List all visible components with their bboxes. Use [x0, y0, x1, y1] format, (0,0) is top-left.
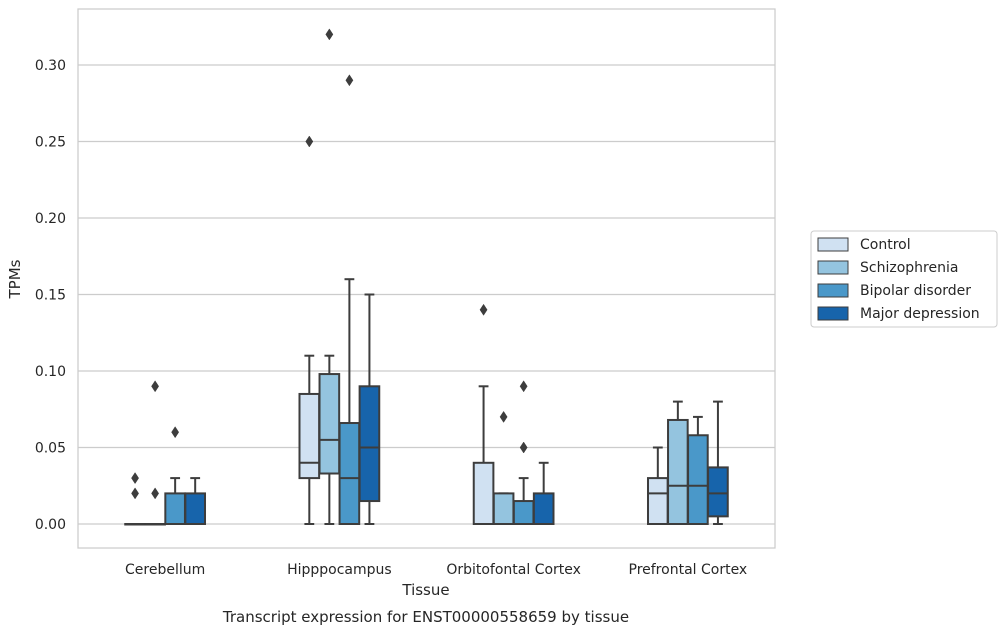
y-tick-label: 0.30 [35, 58, 66, 74]
box-body [492, 492, 515, 525]
box-1-2 [338, 74, 361, 525]
outlier-point [325, 28, 334, 41]
legend-swatch [817, 306, 849, 321]
box-1-3 [358, 293, 381, 525]
y-tick-label: 0.25 [35, 135, 66, 151]
box-2-3 [532, 461, 555, 525]
box-0-2 [164, 426, 186, 525]
x-tick-label: Hipppocampus [287, 562, 392, 578]
box-body [532, 492, 555, 525]
legend: Control Schizophrenia Bipolar disorder Majo… [810, 230, 998, 328]
x-tick-labels: Cerebellum Hipppocampus Orbitofontal Corte… [125, 562, 747, 578]
box-0-3 [184, 477, 207, 525]
box-2-2 [512, 380, 535, 525]
outlier-point [151, 487, 160, 500]
figure-caption: Transcript expression for ENST0000055865… [222, 608, 629, 626]
outlier-point [479, 303, 488, 316]
y-tick-labels: 0.00 0.05 0.10 0.15 0.20 0.25 0.30 [35, 58, 66, 533]
box-body [687, 434, 709, 526]
box-body [184, 492, 207, 525]
box-0-1 [144, 380, 166, 526]
box-1-1 [318, 28, 341, 525]
y-axis-label: TPMs [6, 259, 24, 299]
box-3-1 [667, 400, 689, 525]
outlier-point [151, 380, 160, 393]
legend-label: Control [860, 237, 911, 253]
x-tick-label: Prefrontal Cortex [629, 562, 748, 578]
box-body [472, 461, 495, 525]
y-tick-label: 0.20 [35, 211, 66, 227]
box-2-0 [472, 303, 495, 525]
legend-swatch [817, 283, 849, 298]
box-body [338, 422, 361, 525]
x-axis-label: Tissue [401, 581, 449, 599]
box-2-1 [492, 410, 515, 525]
box-3-3 [707, 400, 729, 525]
box-body [298, 392, 321, 480]
x-tick-label: Cerebellum [125, 562, 205, 578]
legend-label: Major depression [860, 306, 980, 322]
box-body [318, 373, 341, 475]
box-0-0 [124, 472, 146, 526]
box-body [646, 477, 669, 526]
box-body [512, 500, 535, 525]
y-tick-label: 0.10 [35, 364, 66, 380]
box-3-0 [646, 446, 669, 526]
outlier-point [131, 487, 139, 500]
outlier-point [519, 441, 528, 454]
legend-swatch [817, 237, 849, 252]
legend-label: Bipolar disorder [860, 283, 971, 299]
box-body [358, 385, 381, 503]
box-body [707, 466, 729, 518]
box-groups [124, 28, 729, 526]
box-body [667, 418, 689, 525]
outlier-point [305, 135, 314, 148]
box-1-0 [298, 135, 321, 525]
box-3-2 [687, 415, 709, 526]
outlier-point [519, 380, 528, 393]
grid-lines [78, 64, 775, 525]
plot-frame [77, 8, 776, 549]
outlier-point [499, 410, 508, 423]
outlier-point [345, 74, 354, 87]
legend-swatch [817, 260, 849, 275]
y-tick-label: 0.00 [35, 517, 66, 533]
box-body [164, 492, 186, 525]
x-tick-label: Orbitofontal Cortex [446, 562, 581, 578]
outlier-point [171, 426, 180, 439]
outlier-point [131, 472, 139, 485]
legend-frame [810, 230, 998, 328]
legend-label: Schizophrenia [860, 260, 958, 276]
y-tick-label: 0.05 [35, 441, 66, 457]
y-tick-label: 0.15 [35, 288, 66, 304]
